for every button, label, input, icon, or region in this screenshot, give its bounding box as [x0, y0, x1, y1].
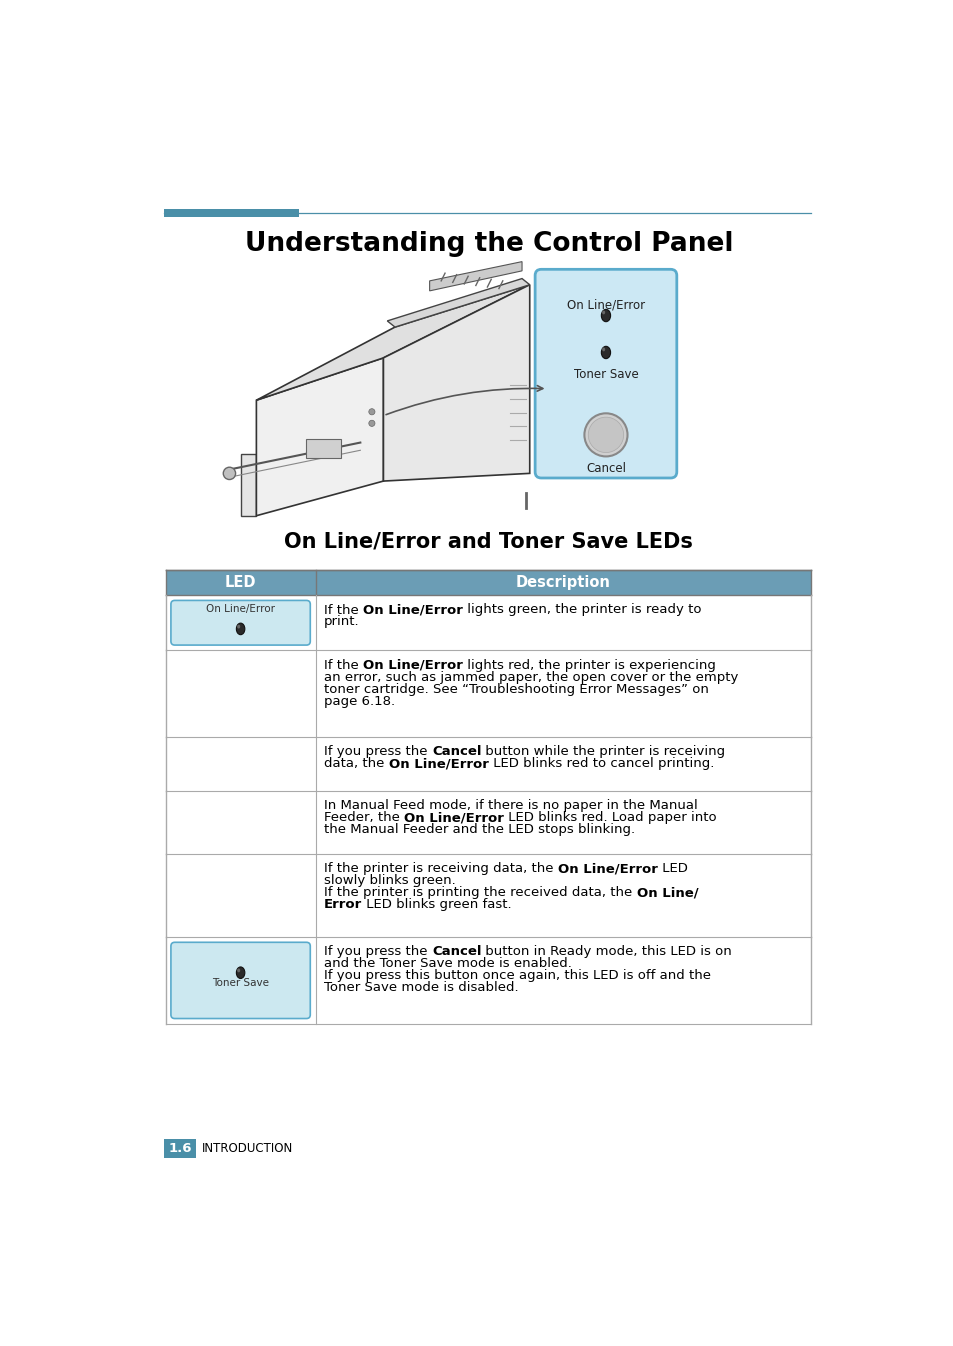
Text: INTRODUCTION: INTRODUCTION [201, 1143, 293, 1155]
Text: LED blinks red to cancel printing.: LED blinks red to cancel printing. [488, 756, 713, 770]
Text: On Line/Error: On Line/Error [206, 603, 274, 614]
Text: print.: print. [324, 615, 359, 629]
Text: If the: If the [324, 660, 363, 672]
Ellipse shape [601, 347, 604, 351]
Polygon shape [256, 285, 529, 400]
Text: lights green, the printer is ready to: lights green, the printer is ready to [462, 603, 700, 616]
Text: Feeder, the: Feeder, the [324, 812, 404, 824]
Circle shape [223, 467, 235, 479]
Text: LED: LED [657, 863, 687, 875]
Ellipse shape [236, 623, 245, 635]
Ellipse shape [237, 625, 240, 629]
Text: page 6.18.: page 6.18. [324, 695, 395, 708]
Bar [164, 209, 298, 217]
Bar [164, 1140, 196, 1158]
Circle shape [584, 413, 627, 456]
Ellipse shape [236, 966, 245, 979]
Text: On Line/Error and Toner Save LEDs: On Line/Error and Toner Save LEDs [284, 532, 693, 551]
Text: On Line/Error: On Line/Error [404, 812, 503, 824]
Text: Error: Error [324, 898, 362, 911]
Polygon shape [429, 261, 521, 291]
Text: toner cartridge. See “Troubleshooting Error Messages” on: toner cartridge. See “Troubleshooting Er… [324, 682, 708, 696]
Text: On Line/: On Line/ [636, 886, 698, 899]
Text: lights red, the printer is experiencing: lights red, the printer is experiencing [462, 660, 715, 672]
Text: If the printer is printing the received data, the: If the printer is printing the received … [324, 886, 636, 899]
Ellipse shape [237, 969, 240, 972]
Text: Cancel: Cancel [585, 462, 625, 475]
Text: Description: Description [516, 575, 610, 590]
Text: Toner Save mode is disabled.: Toner Save mode is disabled. [324, 981, 518, 995]
Circle shape [369, 420, 375, 427]
Polygon shape [387, 279, 529, 327]
Text: Cancel: Cancel [432, 945, 481, 958]
Text: Understanding the Control Panel: Understanding the Control Panel [244, 230, 733, 257]
Text: Toner Save: Toner Save [573, 367, 638, 381]
Bar [166, 569, 810, 595]
Circle shape [369, 409, 375, 415]
Bar [306, 439, 341, 458]
Text: slowly blinks green.: slowly blinks green. [324, 874, 456, 887]
FancyBboxPatch shape [171, 600, 310, 645]
Text: an error, such as jammed paper, the open cover or the empty: an error, such as jammed paper, the open… [324, 670, 738, 684]
Text: On Line/Error: On Line/Error [363, 660, 462, 672]
Text: 1.6: 1.6 [169, 1143, 192, 1155]
Text: If the: If the [324, 603, 363, 616]
Text: On Line/Error: On Line/Error [566, 299, 644, 311]
Text: button in Ready mode, this LED is on: button in Ready mode, this LED is on [481, 945, 731, 958]
FancyBboxPatch shape [535, 269, 676, 478]
Text: On Line/Error: On Line/Error [389, 756, 488, 770]
Text: and the Toner Save mode is enabled.: and the Toner Save mode is enabled. [324, 957, 572, 970]
Text: If you press the: If you press the [324, 945, 432, 958]
Text: button while the printer is receiving: button while the printer is receiving [481, 746, 725, 758]
FancyBboxPatch shape [171, 942, 310, 1019]
Ellipse shape [601, 311, 604, 315]
Text: On Line/Error: On Line/Error [558, 863, 657, 875]
Polygon shape [383, 285, 529, 481]
Polygon shape [241, 454, 256, 516]
Text: the Manual Feeder and the LED stops blinking.: the Manual Feeder and the LED stops blin… [324, 822, 635, 836]
Circle shape [588, 417, 623, 452]
Text: If you press this button once again, this LED is off and the: If you press this button once again, thi… [324, 969, 710, 983]
Ellipse shape [600, 310, 610, 322]
Text: LED blinks green fast.: LED blinks green fast. [362, 898, 512, 911]
Text: Cancel: Cancel [432, 746, 481, 758]
Text: In Manual Feed mode, if there is no paper in the Manual: In Manual Feed mode, if there is no pape… [324, 800, 698, 812]
Text: If you press the: If you press the [324, 746, 432, 758]
Text: data, the: data, the [324, 756, 389, 770]
Text: LED blinks red. Load paper into: LED blinks red. Load paper into [503, 812, 716, 824]
Polygon shape [256, 358, 383, 516]
Text: If the printer is receiving data, the: If the printer is receiving data, the [324, 863, 558, 875]
Text: Toner Save: Toner Save [212, 979, 269, 988]
Ellipse shape [600, 346, 610, 358]
Text: On Line/Error: On Line/Error [363, 603, 462, 616]
Text: LED: LED [225, 575, 256, 590]
